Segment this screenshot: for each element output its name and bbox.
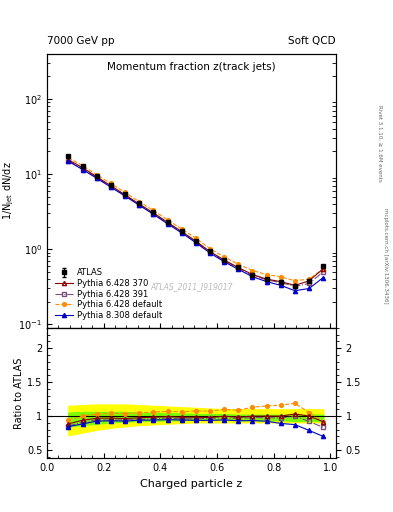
Text: Rivet 3.1.10, ≥ 1.6M events: Rivet 3.1.10, ≥ 1.6M events	[377, 105, 382, 182]
Pythia 6.428 391	[278, 280, 283, 286]
Pythia 6.428 default	[94, 172, 99, 178]
Pythia 8.308 default	[80, 166, 85, 173]
Pythia 6.428 default	[66, 155, 71, 161]
Line: Pythia 8.308 default: Pythia 8.308 default	[66, 159, 325, 293]
Pythia 6.428 370	[179, 228, 184, 234]
Pythia 8.308 default	[222, 259, 226, 265]
Pythia 6.428 370	[236, 265, 241, 271]
Pythia 6.428 default	[108, 180, 113, 186]
Pythia 6.428 391	[222, 258, 226, 264]
Pythia 6.428 370	[293, 282, 298, 288]
Pythia 8.308 default	[307, 285, 312, 291]
Pythia 6.428 default	[193, 235, 198, 241]
Pythia 6.428 default	[278, 274, 283, 280]
Pythia 6.428 370	[208, 248, 212, 254]
Pythia 6.428 370	[193, 238, 198, 244]
Pythia 6.428 391	[250, 272, 255, 279]
Pythia 6.428 default	[222, 254, 226, 260]
Pythia 6.428 default	[137, 199, 141, 205]
Pythia 6.428 default	[293, 278, 298, 284]
Pythia 6.428 default	[179, 226, 184, 232]
Pythia 6.428 default	[151, 207, 156, 214]
Pythia 6.428 391	[123, 193, 127, 199]
Pythia 8.308 default	[151, 211, 156, 217]
Pythia 6.428 391	[179, 229, 184, 236]
Text: Soft QCD: Soft QCD	[288, 36, 336, 46]
Pythia 8.308 default	[264, 279, 269, 285]
Y-axis label: 1/N$_\mathrm{jet}$ dN/dz: 1/N$_\mathrm{jet}$ dN/dz	[1, 161, 16, 220]
Line: Pythia 6.428 391: Pythia 6.428 391	[66, 159, 325, 288]
Pythia 8.308 default	[165, 221, 170, 227]
Pythia 6.428 default	[208, 245, 212, 251]
Pythia 8.308 default	[250, 274, 255, 280]
Text: ATLAS_2011_I919017: ATLAS_2011_I919017	[151, 282, 233, 291]
Pythia 6.428 391	[264, 277, 269, 283]
Line: Pythia 6.428 default: Pythia 6.428 default	[66, 156, 325, 283]
Pythia 6.428 default	[80, 162, 85, 168]
Pythia 6.428 370	[137, 201, 141, 207]
Pythia 6.428 391	[151, 210, 156, 217]
Pythia 8.308 default	[108, 184, 113, 190]
Pythia 6.428 391	[94, 175, 99, 181]
Pythia 6.428 391	[208, 249, 212, 255]
Text: 7000 GeV pp: 7000 GeV pp	[47, 36, 115, 46]
X-axis label: Charged particle z: Charged particle z	[140, 479, 243, 488]
Pythia 6.428 391	[137, 202, 141, 208]
Pythia 6.428 370	[222, 257, 226, 263]
Pythia 6.428 default	[321, 266, 326, 272]
Pythia 6.428 default	[307, 276, 312, 282]
Pythia 6.428 370	[165, 219, 170, 225]
Pythia 6.428 391	[307, 281, 312, 287]
Pythia 8.308 default	[123, 193, 127, 199]
Pythia 6.428 391	[108, 184, 113, 190]
Pythia 6.428 default	[250, 267, 255, 273]
Pythia 6.428 391	[165, 220, 170, 226]
Pythia 6.428 370	[321, 266, 326, 272]
Pythia 8.308 default	[94, 175, 99, 181]
Pythia 8.308 default	[236, 266, 241, 272]
Pythia 6.428 default	[165, 217, 170, 223]
Pythia 6.428 370	[151, 210, 156, 216]
Pythia 6.428 370	[108, 183, 113, 189]
Text: Momentum fraction z(track jets): Momentum fraction z(track jets)	[107, 62, 276, 72]
Pythia 8.308 default	[293, 288, 298, 294]
Pythia 6.428 370	[123, 191, 127, 198]
Pythia 6.428 370	[264, 276, 269, 282]
Pythia 6.428 370	[307, 278, 312, 284]
Pythia 8.308 default	[179, 230, 184, 236]
Pythia 6.428 391	[321, 269, 326, 275]
Pythia 6.428 default	[123, 189, 127, 196]
Pythia 6.428 370	[80, 164, 85, 170]
Pythia 8.308 default	[193, 240, 198, 246]
Pythia 6.428 391	[80, 165, 85, 172]
Pythia 6.428 370	[66, 157, 71, 163]
Y-axis label: Ratio to ATLAS: Ratio to ATLAS	[14, 357, 24, 429]
Pythia 8.308 default	[208, 250, 212, 256]
Pythia 6.428 391	[66, 158, 71, 164]
Pythia 8.308 default	[66, 158, 71, 164]
Text: mcplots.cern.ch [arXiv:1306.3436]: mcplots.cern.ch [arXiv:1306.3436]	[384, 208, 388, 304]
Pythia 8.308 default	[321, 274, 326, 281]
Line: Pythia 6.428 370: Pythia 6.428 370	[66, 158, 325, 287]
Pythia 6.428 default	[264, 271, 269, 278]
Pythia 6.428 391	[236, 265, 241, 271]
Pythia 6.428 370	[94, 174, 99, 180]
Pythia 6.428 370	[278, 279, 283, 285]
Pythia 6.428 370	[250, 271, 255, 278]
Pythia 6.428 default	[236, 261, 241, 267]
Pythia 6.428 391	[193, 239, 198, 245]
Pythia 8.308 default	[137, 202, 141, 208]
Pythia 6.428 391	[293, 283, 298, 289]
Pythia 8.308 default	[278, 282, 283, 288]
Legend: ATLAS, Pythia 6.428 370, Pythia 6.428 391, Pythia 6.428 default, Pythia 8.308 de: ATLAS, Pythia 6.428 370, Pythia 6.428 39…	[54, 268, 163, 321]
